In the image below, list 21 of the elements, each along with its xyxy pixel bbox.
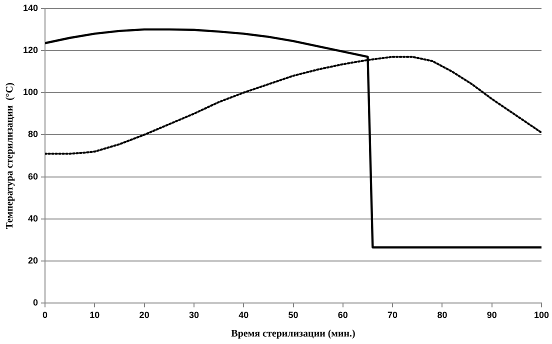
y-tick-label: 120 <box>22 45 38 55</box>
x-tick-label: 100 <box>534 310 550 320</box>
y-tick-label: 140 <box>22 2 38 13</box>
x-tick-label: 0 <box>42 310 48 320</box>
y-tick-label: 0 <box>33 298 38 308</box>
y-axis-title: Температура стерилизации (°С) <box>4 82 16 230</box>
y-tick-label: 60 <box>28 171 38 182</box>
y-tick-label: 80 <box>28 129 38 140</box>
x-tick-label: 60 <box>338 310 348 320</box>
x-tick-label: 20 <box>139 310 150 320</box>
y-tick-label: 20 <box>28 256 38 266</box>
x-tick-label: 80 <box>437 310 448 320</box>
x-tick-label: 50 <box>288 310 298 320</box>
y-tick-label: 40 <box>28 213 38 224</box>
x-tick-label: 40 <box>238 310 249 320</box>
x-tick-label: 10 <box>90 310 100 320</box>
x-tick-label: 70 <box>388 310 398 320</box>
x-tick-label: 90 <box>486 310 497 320</box>
y-tick-label: 100 <box>22 87 38 98</box>
x-tick-label: 30 <box>188 310 199 320</box>
x-axis-title: Время стерилизации (мин.) <box>231 328 356 340</box>
